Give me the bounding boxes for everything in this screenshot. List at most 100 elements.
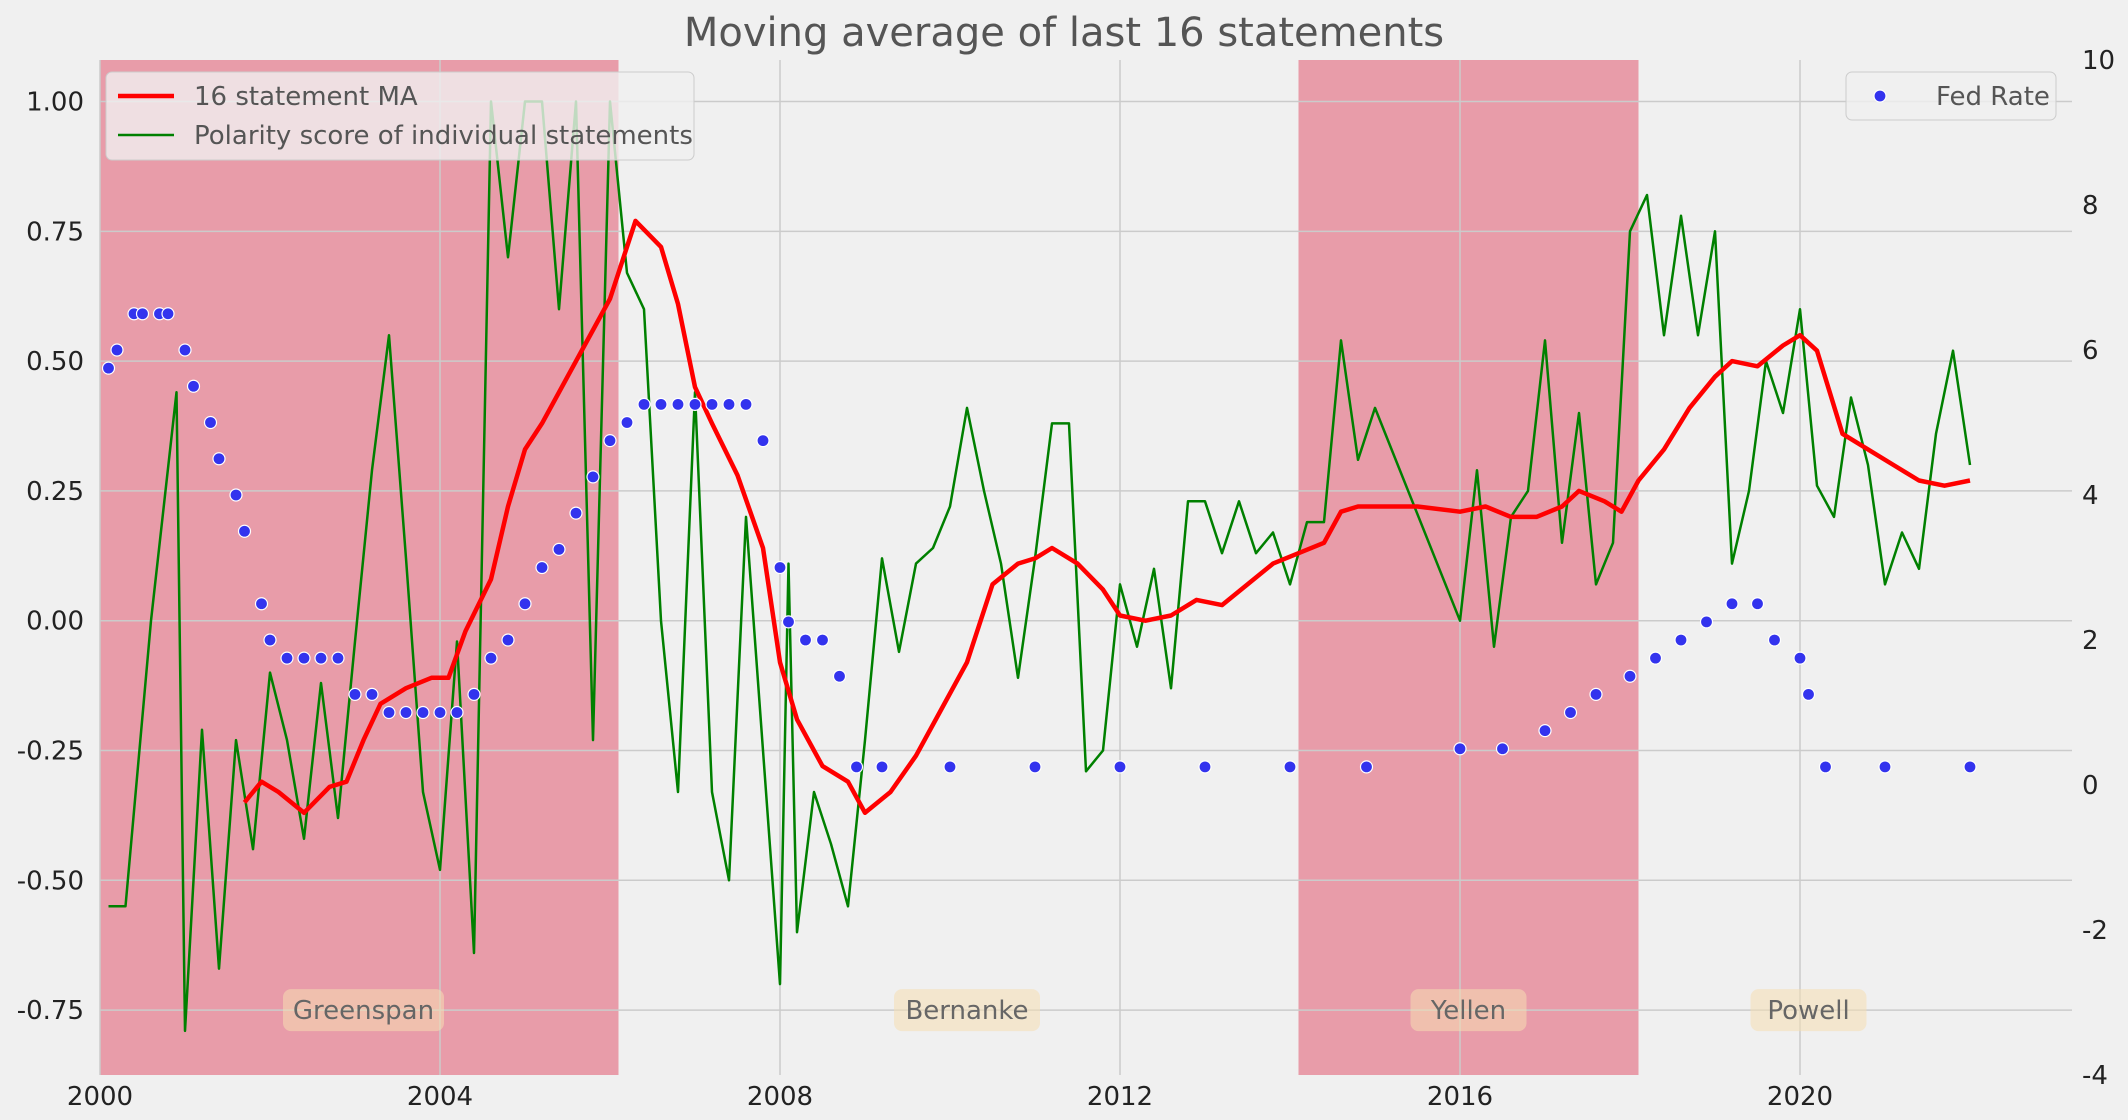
x-tick-label: 2012 [1087, 1082, 1153, 1112]
fed-rate-point [1963, 760, 1977, 774]
fed-rate-point [135, 307, 150, 321]
fed-rate-point [1878, 760, 1892, 774]
legend-swatch [1873, 89, 1887, 103]
fed-rate-point [688, 397, 702, 411]
fed-rate-point [314, 651, 328, 665]
y-tick-label: 0.25 [26, 477, 84, 507]
fed-rate-point [110, 343, 124, 357]
fed-rate-point [1674, 633, 1688, 647]
y2-tick-label: 0 [2082, 771, 2099, 801]
fed-rate-point [722, 397, 736, 411]
era-label-box [1750, 989, 1867, 1032]
grid-lines [99, 60, 2072, 1075]
fed-rate-point [382, 705, 396, 720]
fed-rate-point [773, 560, 787, 575]
axis-labels: 2000 2004 2008 2012 2016 2020 1.00 0.75 0.50 0.25… [17, 46, 2115, 1112]
fed-rate-point [705, 397, 719, 411]
fed-rate-point [1113, 760, 1127, 774]
era-label-text: Powell [1767, 996, 1849, 1026]
fed-rate-point [1648, 651, 1663, 665]
fed-rate-point [586, 470, 600, 484]
ma-series-line [242, 218, 1971, 816]
fed-rate-point [1623, 669, 1637, 683]
era-label-text: Bernanke [905, 996, 1028, 1026]
era-label-text: Yellen [1430, 996, 1506, 1026]
fed-rate-point [297, 651, 311, 665]
era-label-box [1410, 989, 1527, 1032]
era-label-text: Greenspan [293, 996, 434, 1026]
y-tick-label: 0.50 [26, 347, 84, 377]
x-tick-label: 2004 [407, 1082, 473, 1112]
fed-rate-point [1538, 724, 1552, 738]
fed-rate-point [237, 524, 252, 538]
era-label-box [283, 989, 444, 1032]
fed-rate-point [781, 615, 796, 629]
fed-rate-point [1699, 615, 1714, 629]
fed-rate-point [1750, 597, 1765, 611]
shaded-period-0 [100, 60, 619, 1075]
fed-rate-point [798, 633, 813, 647]
y2-tick-label: 4 [2082, 481, 2099, 511]
fed-rate-point [433, 705, 447, 720]
era-label: Powell [1750, 989, 1867, 1032]
fed-rate-point [654, 397, 668, 411]
legend-left: 16 statement MA Polarity score of individ… [105, 71, 695, 161]
y-tick-label: -0.75 [17, 996, 84, 1026]
y-tick-label: -0.50 [17, 866, 84, 896]
fed-rate-point [1359, 760, 1374, 774]
fed-rate-point [671, 397, 685, 411]
fed-rate-point [263, 633, 277, 647]
y2-tick-label: 10 [2082, 46, 2115, 76]
fed-rate-point [1767, 633, 1782, 647]
era-label: Bernanke [894, 989, 1040, 1032]
series-layer [101, 100, 1977, 1033]
y-tick-label: 0.00 [26, 607, 84, 637]
fed-rate-point [569, 506, 583, 520]
fed-rate-point [603, 434, 617, 448]
y2-tick-label: -2 [2082, 916, 2108, 946]
fed-rate-point [1589, 687, 1603, 701]
fed-rate-point [535, 560, 549, 575]
legend-box [105, 71, 695, 161]
fed-rate-point [212, 452, 226, 466]
fed-rate-point [815, 633, 830, 647]
fed-rate-point [1793, 651, 1807, 665]
fed-rate-point [1283, 760, 1297, 774]
fed-rate-point [1198, 760, 1212, 774]
fed-rate-point [1495, 742, 1510, 756]
fed-rate-point [1563, 705, 1578, 720]
legend-box [1845, 71, 2057, 121]
fed-rate-point [756, 434, 770, 448]
fed-rate-point [229, 488, 243, 502]
shaded-period-1 [1298, 60, 1639, 1075]
y-tick-label: -0.25 [17, 737, 84, 767]
fed-rate-point [1453, 742, 1467, 756]
legend-right: Fed Rate [1845, 71, 2057, 121]
fed-rate-point [484, 651, 498, 665]
fed-rate-point [620, 415, 634, 430]
fed-rate-point [637, 397, 651, 411]
fed-rate-point [1818, 760, 1833, 774]
fed-rate-point [399, 705, 413, 720]
x-tick-label: 2016 [1427, 1082, 1493, 1112]
fed-rate-point [1801, 687, 1816, 701]
fed-rate-point [280, 651, 294, 665]
fed-rate-point [254, 597, 269, 611]
fed-rate-point [101, 361, 116, 375]
fed-rate-point [832, 669, 847, 683]
y2-tick-label: -4 [2082, 1061, 2108, 1091]
fed-rate-point [518, 597, 532, 611]
era-label-box [894, 989, 1040, 1032]
legend-entry: 16 statement MA [194, 82, 418, 112]
fed-rate-point [1028, 760, 1042, 774]
fed-rate-point [467, 687, 481, 701]
era-labels: Greenspan Bernanke Yellen Powell [283, 989, 1867, 1032]
chart-title: Moving average of last 16 statements [684, 10, 1444, 56]
fed-rate-point [849, 760, 864, 774]
era-label: Yellen [1410, 989, 1527, 1032]
legend-entry: Polarity score of individual statements [194, 121, 693, 151]
legend-entry: Fed Rate [1936, 82, 2050, 112]
y-tick-label: 0.75 [26, 217, 84, 247]
fed-rate-point [161, 307, 175, 321]
